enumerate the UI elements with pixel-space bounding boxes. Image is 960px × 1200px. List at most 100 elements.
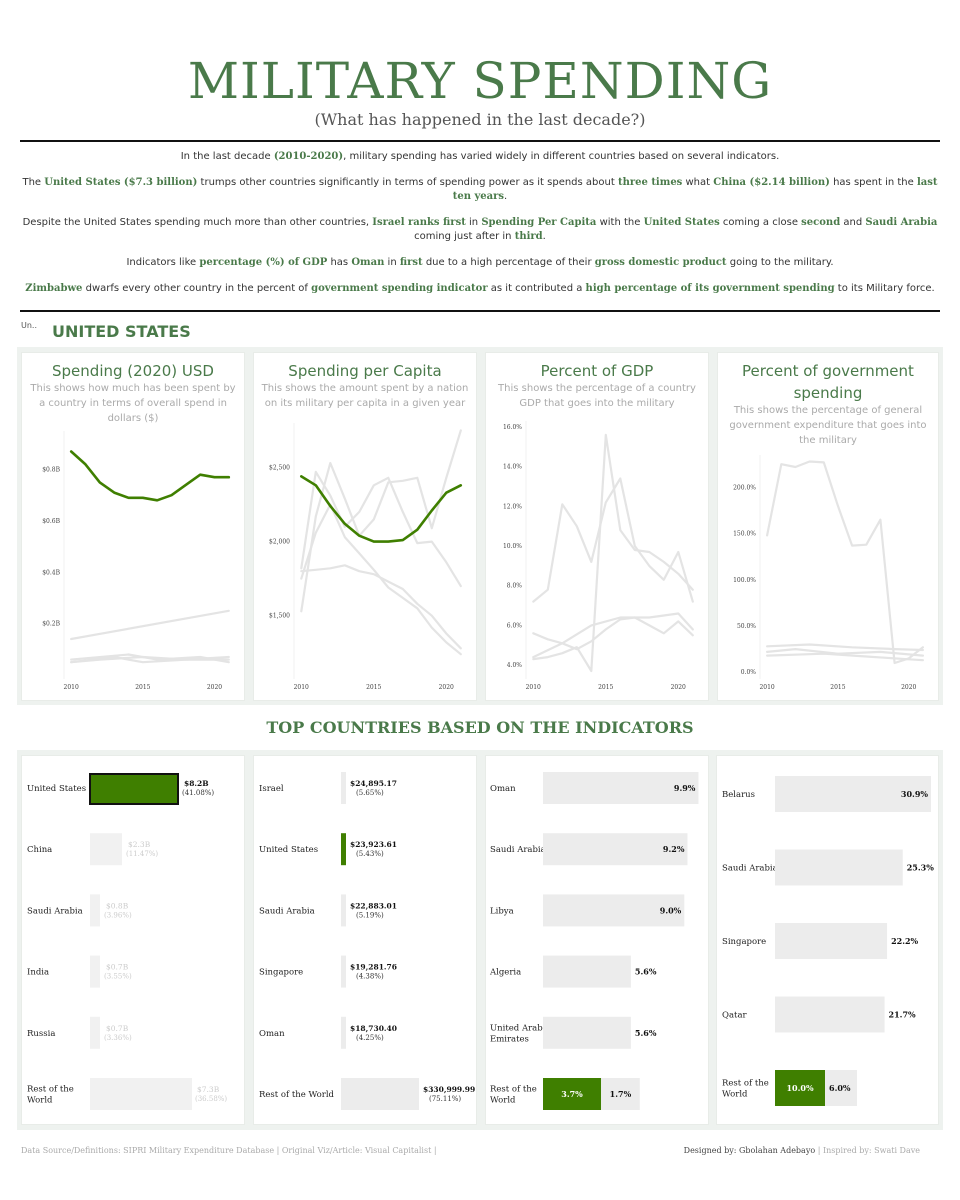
series-line-highlight <box>299 475 463 543</box>
bar-chart-percent-gdp: Oman 9.9% Saudi Arabia 9.2% Libya 9.0% Algeria… <box>489 772 699 1110</box>
intro-text-segment: has spent in the <box>829 177 917 188</box>
series-line <box>70 655 230 664</box>
y-tick-label: $0.8B <box>42 467 60 474</box>
x-tick-label: 2020 <box>207 684 222 691</box>
country-filter-dropdown[interactable]: Un.. <box>21 321 38 330</box>
bar <box>775 923 888 959</box>
y-tick-label: 0.0% <box>741 669 757 676</box>
bar-highlight <box>341 833 346 866</box>
category-label: United Arab <box>490 1023 543 1033</box>
category-label: Belarus <box>722 790 755 800</box>
bar-value-label: $8.2B <box>184 779 209 788</box>
intro-text-segment: with the <box>596 217 644 228</box>
series-line <box>532 612 694 659</box>
bar-value-label: $22,883.01 <box>350 901 397 910</box>
rank-card-spending-usd: United States $8.2B (41.08%) China $2.3B (11.… <box>21 755 245 1125</box>
series-line <box>300 470 462 588</box>
top-divider <box>20 140 940 142</box>
bar-value-label: $18,730.40 <box>350 1024 397 1033</box>
highlight-text: three times <box>617 177 683 188</box>
intro-text-segment: trumps other countries significantly in … <box>197 177 618 188</box>
category-label: Israel <box>259 784 284 794</box>
highlight-text: China ($2.14 billion) <box>713 177 830 188</box>
line-chart-spending-per-capita: $1,500 $2,000 $2,500 2010 2015 2020 <box>269 423 463 691</box>
x-tick-label: 2010 <box>526 684 541 691</box>
bar-value-label: $23,923.61 <box>350 840 397 849</box>
bar <box>341 772 346 804</box>
y-tick-label: 200.0% <box>733 484 756 491</box>
x-tick-label: 2015 <box>366 684 381 691</box>
intro-text-segment: , military spending has varied widely in… <box>343 151 780 162</box>
bar <box>341 1078 419 1110</box>
y-tick-label: 12.0% <box>503 503 522 510</box>
y-tick-label: $1,500 <box>269 613 290 620</box>
highlight-text: first <box>399 257 423 268</box>
y-tick-label: 8.0% <box>507 583 523 590</box>
category-label: Russia <box>27 1029 55 1039</box>
y-tick-label: $2,000 <box>269 539 290 546</box>
series-line <box>532 616 694 651</box>
intro-text-segment: in <box>465 217 482 228</box>
bar-highlight-label: 10.0% <box>786 1083 813 1093</box>
category-label: World <box>27 1096 53 1106</box>
x-tick-label: 2020 <box>439 684 454 691</box>
category-label: Singapore <box>259 968 303 978</box>
card-title: Percent of GDP <box>540 362 654 380</box>
y-tick-label: $0.4B <box>42 569 60 576</box>
x-tick-label: 2015 <box>135 684 150 691</box>
card-title: Spending (2020) USD <box>52 362 214 380</box>
bar-value-label: $7.3B <box>197 1085 220 1094</box>
line-chart-percent-gov-spending: 0.0% 50.0% 100.0% 150.0% 200.0% 2010 2015 2020 <box>733 455 924 691</box>
highlight-text: government spending indicator <box>311 283 488 294</box>
card-spending-usd: Spending (2020) USD This shows how much … <box>21 352 245 701</box>
card-title: Percent of government spending <box>742 362 914 402</box>
category-label: United States <box>27 784 86 794</box>
category-label: World <box>722 1090 748 1100</box>
bar <box>90 894 100 927</box>
x-tick-label: 2010 <box>759 684 774 691</box>
bar-value-label: 22.2% <box>891 936 918 946</box>
bar <box>90 1078 192 1110</box>
bar <box>543 772 699 804</box>
bar-value-label: 9.9% <box>674 783 696 793</box>
category-label: Algeria <box>489 968 521 978</box>
x-tick-label: 2020 <box>901 684 916 691</box>
intro-text-segment: In the last decade <box>180 151 274 162</box>
bar-value-label: $0.7B <box>106 963 129 972</box>
x-tick-label: 2015 <box>598 684 613 691</box>
intro-text-segment: coming just after in <box>414 231 515 242</box>
intro-text-segment: has <box>327 257 352 268</box>
category-label: Emirates <box>490 1034 529 1044</box>
x-tick-label: 2010 <box>294 684 309 691</box>
card-spending-per-capita: Spending per Capita This shows the amoun… <box>253 352 477 701</box>
bar <box>775 996 885 1033</box>
intro-text-segment: Despite the United States spending much … <box>22 217 373 228</box>
bar-value-label: $2.3B <box>128 840 151 849</box>
footer-credits: Designed by: Gbolahan Adebayo | Inspired… <box>684 1146 920 1155</box>
highlight-text: high percentage of its government spendi… <box>585 283 835 294</box>
bar <box>601 1078 640 1110</box>
highlight-text: third <box>514 231 543 242</box>
bar <box>775 776 931 812</box>
bar <box>90 1016 100 1049</box>
series-line <box>70 609 230 641</box>
bar <box>90 833 122 866</box>
highlight-text: last ten years <box>452 177 938 202</box>
bar-share-label: (36.58%) <box>195 1095 227 1103</box>
series-line <box>300 429 462 613</box>
highlight-text: Saudi Arabia <box>865 217 938 228</box>
bar <box>543 833 688 866</box>
y-tick-label: $0.2B <box>42 621 60 628</box>
bar-share-label: (4.25%) <box>356 1034 384 1042</box>
card-percent-gdp: Percent of GDP This shows the percentage… <box>485 352 709 701</box>
series-line <box>765 460 924 665</box>
y-tick-label: $0.6B <box>42 518 60 525</box>
series-line <box>300 564 462 650</box>
highlight-text: percentage (%) of GDP <box>199 257 328 268</box>
bar-share-label: (5.43%) <box>356 850 384 858</box>
category-label: World <box>490 1096 516 1106</box>
bar <box>543 894 685 927</box>
category-label: Saudi Arabia <box>27 906 83 916</box>
bar-highlight <box>543 1078 602 1110</box>
bar <box>775 849 903 886</box>
